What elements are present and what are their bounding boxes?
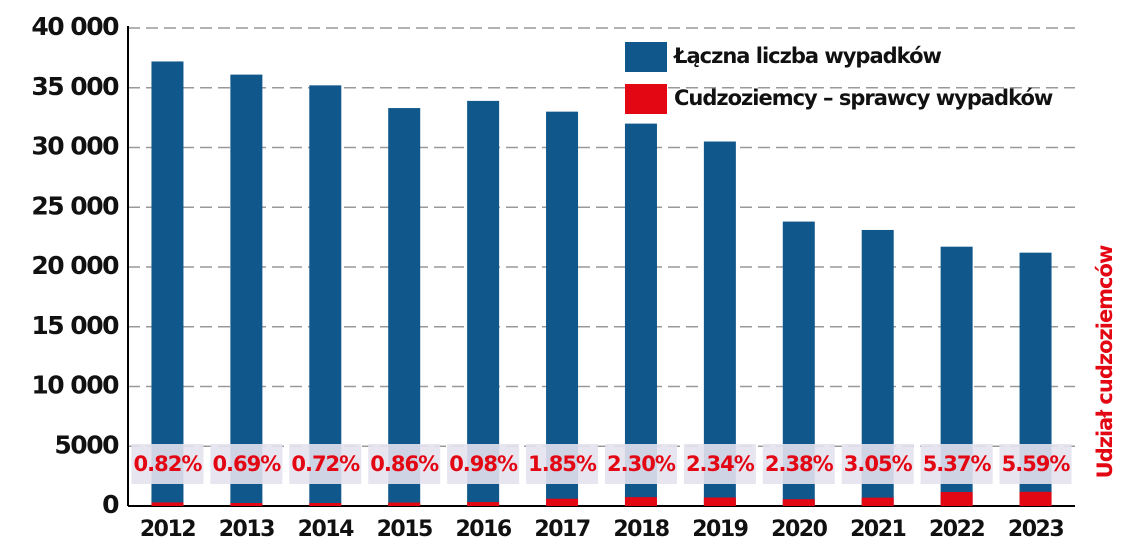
- y-tick-label: 0: [102, 490, 119, 519]
- y-tick-label: 20 000: [31, 251, 119, 280]
- share-label-bg: [368, 444, 441, 484]
- share-label-bg: [447, 444, 520, 484]
- bar: [388, 502, 421, 506]
- x-tick-label: 2021: [850, 517, 905, 542]
- x-tick-label: 2016: [456, 517, 512, 542]
- bar: [151, 502, 184, 506]
- share-label-bg: [131, 444, 204, 484]
- x-tick-label: 2023: [1008, 517, 1063, 542]
- bar: [546, 498, 579, 506]
- share-label: 2.30%: [607, 452, 676, 476]
- bar: [940, 492, 973, 506]
- share-label: 0.98%: [449, 452, 518, 476]
- x-tick-label: 2013: [219, 517, 274, 542]
- share-label-bg: [289, 444, 362, 484]
- bar: [703, 497, 736, 506]
- x-tick-label: 2018: [613, 517, 668, 542]
- bar: [546, 111, 579, 507]
- x-tick-label: 2012: [140, 517, 195, 542]
- share-label: 0.86%: [370, 452, 439, 476]
- share-label: 0.69%: [212, 452, 281, 476]
- legend-label: Cudzoziemcy – sprawcy wypadków: [674, 86, 1053, 110]
- share-label-bg: [999, 444, 1072, 484]
- share-label-bg: [526, 444, 599, 484]
- x-tick-label: 2015: [377, 517, 432, 542]
- y-tick-label: 5000: [54, 430, 119, 459]
- share-label: 2.38%: [765, 452, 834, 476]
- x-tick-label: 2017: [534, 517, 589, 542]
- y-tick-label: 15 000: [31, 311, 119, 340]
- bar: [1019, 491, 1052, 506]
- bar: [309, 503, 342, 506]
- y-tick-label: 30 000: [31, 132, 119, 161]
- share-label-bg: [920, 444, 993, 484]
- share-label-bg: [762, 444, 835, 484]
- bar: [467, 502, 500, 506]
- share-label: 5.59%: [1002, 452, 1071, 476]
- share-label: 3.05%: [844, 452, 913, 476]
- share-label: 0.82%: [134, 452, 203, 476]
- share-label: 1.85%: [528, 452, 597, 476]
- legend-swatch: [625, 84, 667, 114]
- bar: [309, 85, 342, 507]
- bar: [861, 497, 894, 506]
- bar: [388, 108, 421, 506]
- x-tick-label: 2022: [929, 517, 984, 542]
- share-axis-label: Udział cudzoziemców: [1093, 245, 1117, 478]
- share-label-bg: [210, 444, 283, 484]
- y-tick-label: 40 000: [31, 12, 119, 41]
- legend-label: Łączna liczba wypadków: [673, 44, 941, 68]
- x-tick-label: 2019: [692, 517, 747, 542]
- legend-swatch: [625, 42, 667, 72]
- share-label: 5.37%: [923, 452, 992, 476]
- share-label: 2.34%: [686, 452, 755, 476]
- bar: [230, 74, 263, 506]
- x-tick-label: 2020: [771, 517, 827, 542]
- bar: [151, 61, 184, 507]
- x-tick-label: 2014: [298, 517, 354, 542]
- bar: [782, 499, 815, 506]
- share-label-bg: [841, 444, 914, 484]
- bar: [467, 100, 500, 507]
- y-tick-label: 25 000: [31, 191, 119, 220]
- share-label-bg: [604, 444, 677, 484]
- y-tick-label: 35 000: [31, 72, 119, 101]
- share-label: 0.72%: [291, 452, 360, 476]
- y-tick-label: 10 000: [31, 371, 119, 400]
- share-label-bg: [683, 444, 756, 484]
- bar: [230, 503, 263, 506]
- bar: [624, 497, 657, 506]
- bar: [624, 123, 657, 506]
